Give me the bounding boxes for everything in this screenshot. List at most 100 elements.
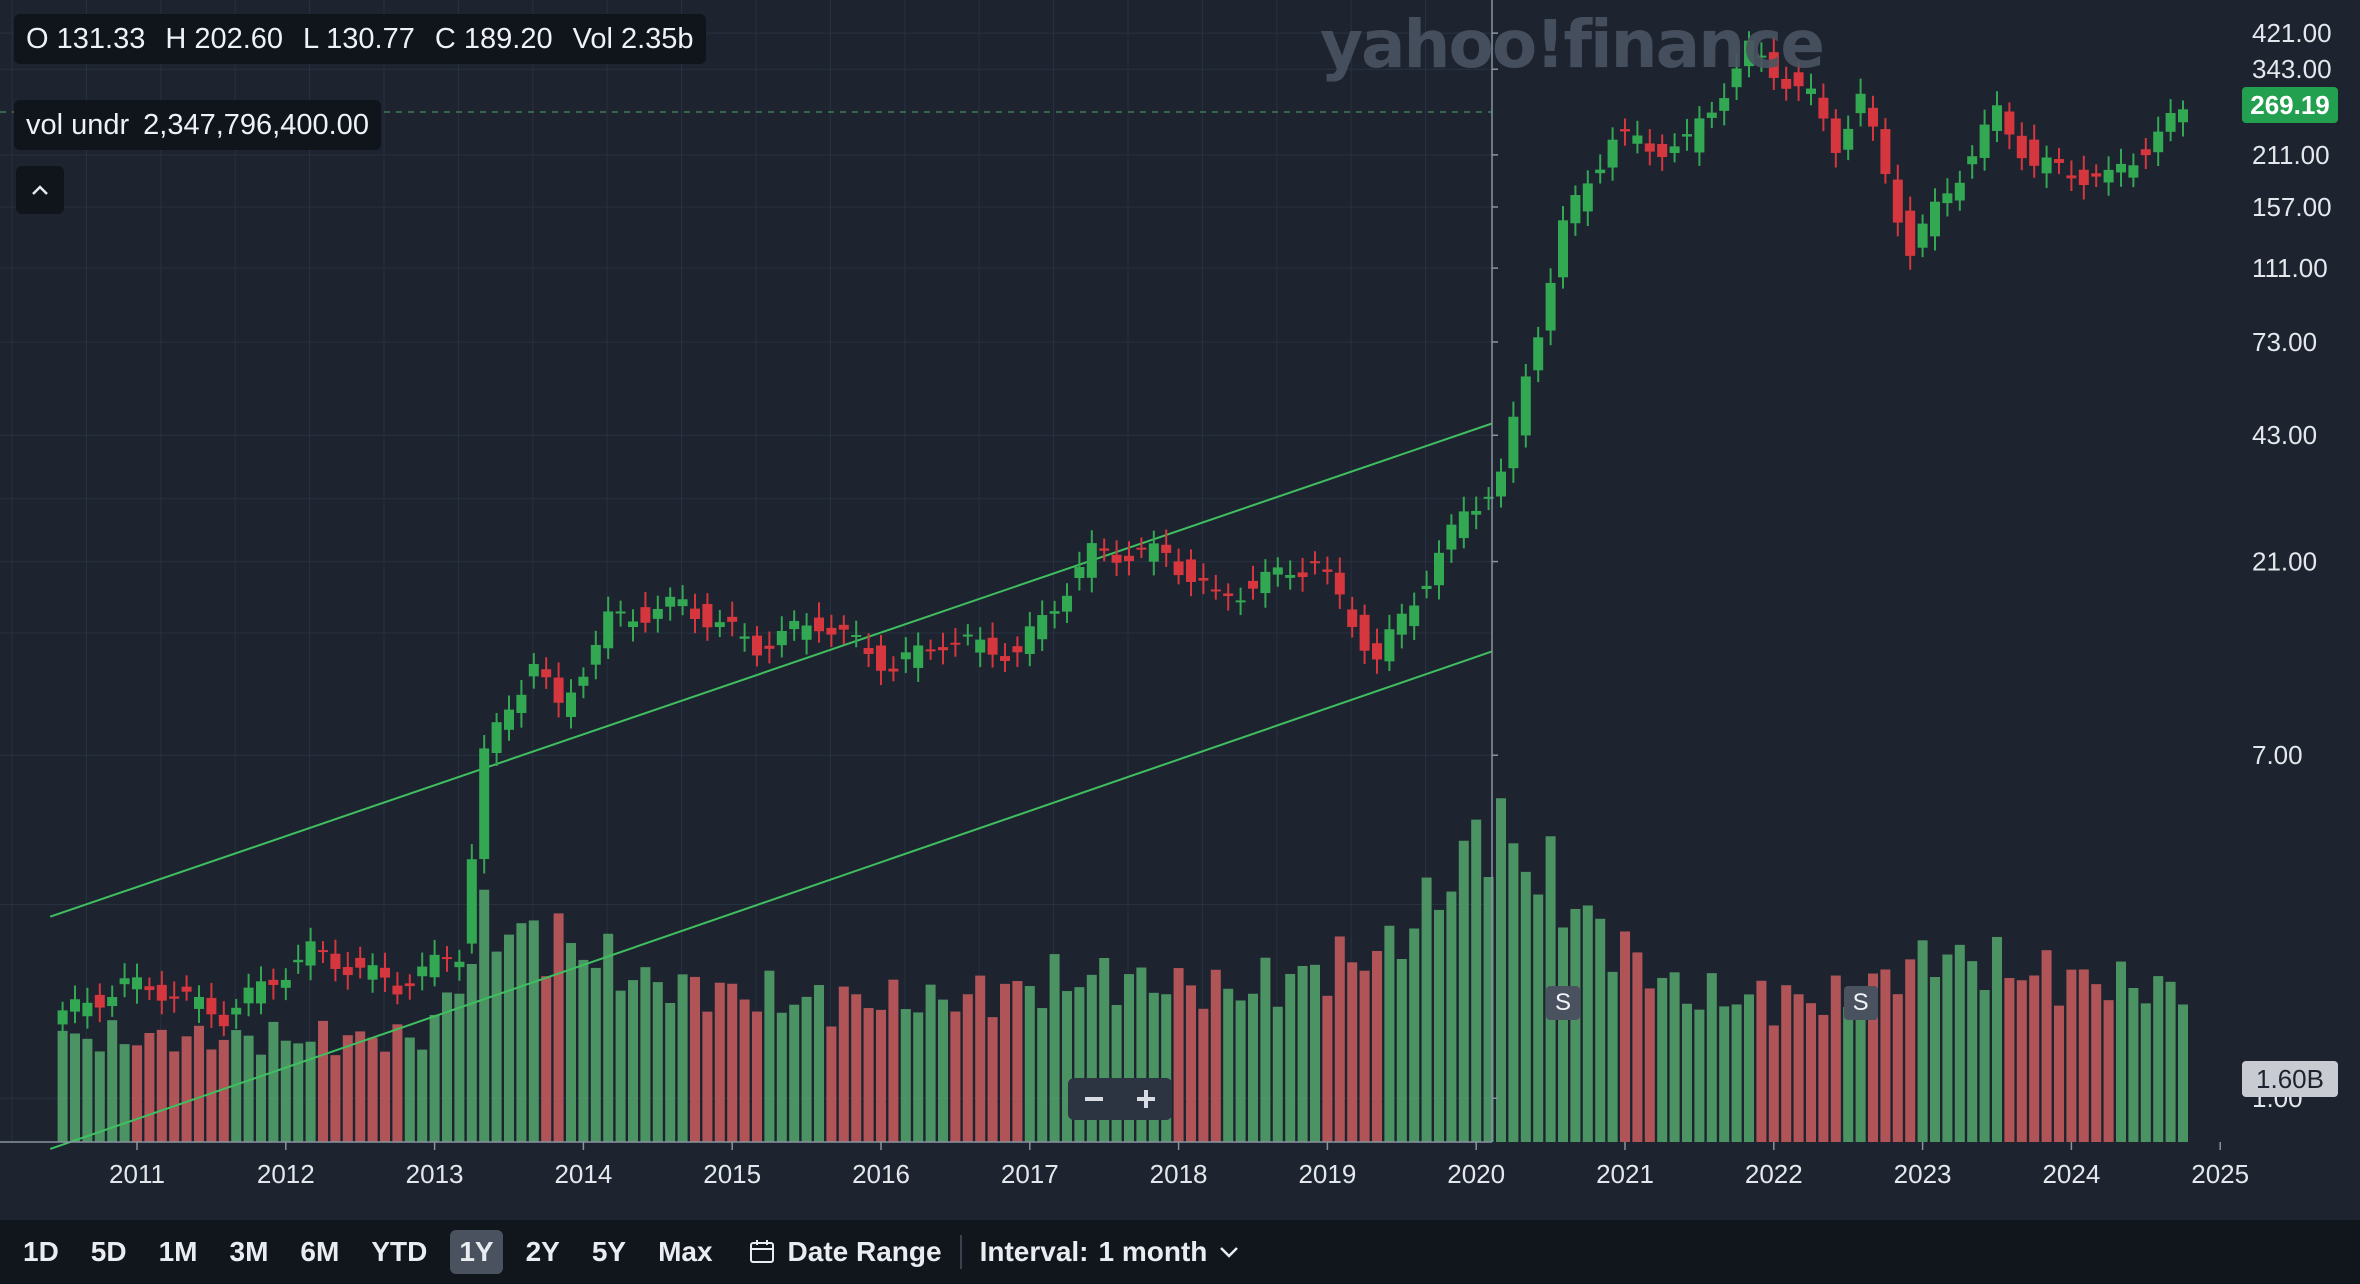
- range-1d-button[interactable]: 1D: [23, 1236, 59, 1267]
- candle-body: [888, 668, 899, 672]
- volume-bar: [900, 1009, 911, 1142]
- chevron-up-icon: [32, 185, 48, 195]
- x-tick-label: 2013: [406, 1159, 464, 1189]
- volume-bar: [1285, 973, 1296, 1142]
- candle-body: [1359, 614, 1370, 651]
- candle-body: [1347, 609, 1358, 627]
- split-marker[interactable]: S: [1546, 986, 1580, 1020]
- volume-indicator-value: 2,347,796,400.00: [143, 108, 369, 141]
- candle-body: [1942, 193, 1953, 204]
- candle-body: [1372, 643, 1382, 660]
- candle-body: [1062, 595, 1072, 612]
- candle-body: [2091, 173, 2102, 177]
- volume-bar: [404, 1037, 415, 1142]
- range-2y-button[interactable]: 2Y: [525, 1236, 560, 1267]
- volume-bar: [1471, 819, 1482, 1142]
- split-marker[interactable]: S: [1843, 986, 1878, 1020]
- date-range-button[interactable]: Date Range: [748, 1236, 942, 1268]
- volume-bar: [541, 976, 552, 1142]
- candle-body: [1285, 574, 1296, 578]
- candle-body: [1000, 656, 1010, 662]
- volume-bar: [2054, 1005, 2064, 1142]
- volume-bar: [1161, 994, 1172, 1142]
- y-tick-label: 157.00: [2252, 192, 2332, 222]
- range-5y-button[interactable]: 5Y: [591, 1236, 627, 1267]
- candle-body: [1520, 376, 1531, 436]
- volume-bar: [107, 1020, 118, 1142]
- candle-body: [1694, 118, 1705, 153]
- volume-bar: [342, 1035, 353, 1142]
- range-ytd-button[interactable]: YTD: [371, 1236, 428, 1267]
- volume-bar: [1793, 994, 1804, 1142]
- volume-indicator-legend[interactable]: vol undr 2,347,796,400.00: [14, 100, 381, 150]
- y-tick-label: 421.00: [2252, 18, 2332, 48]
- chart-area[interactable]: 421.00 343.00 211.00 157.00 111.00 73.00 43.00…: [0, 0, 2360, 1220]
- candle-body: [181, 986, 192, 992]
- volume-bar: [305, 1041, 316, 1142]
- candle-body: [690, 608, 700, 620]
- range-1y-button[interactable]: 1Y: [450, 1230, 503, 1274]
- candle-body: [1595, 169, 1606, 174]
- volume-bar: [1000, 983, 1010, 1142]
- range-6m-button[interactable]: 6M: [300, 1236, 340, 1267]
- candle-body: [305, 941, 316, 966]
- candle-body: [987, 637, 998, 655]
- candle-body: [2128, 165, 2139, 178]
- x-tick-label: 2024: [2042, 1159, 2100, 1189]
- volume-bar: [888, 979, 899, 1142]
- candle-body: [1310, 561, 1320, 564]
- volume-bar: [156, 1029, 167, 1142]
- volume-bar: [1409, 928, 1420, 1142]
- range-5d-button[interactable]: 5D: [90, 1236, 127, 1267]
- candle-body: [1843, 128, 1854, 150]
- candle-body: [1136, 547, 1147, 550]
- candle-body: [1744, 40, 1754, 67]
- candle-body: [107, 997, 118, 1007]
- range-max-button[interactable]: Max: [658, 1236, 713, 1267]
- volume-bar: [1806, 1003, 1816, 1142]
- candle-body: [1682, 134, 1692, 137]
- volume-bar: [590, 967, 601, 1142]
- volume-bar: [1446, 891, 1457, 1142]
- range-3m-button[interactable]: 3M: [229, 1236, 269, 1267]
- candle-body: [1334, 572, 1345, 595]
- volume-bar: [1037, 1008, 1048, 1142]
- volume-bar: [1632, 952, 1643, 1142]
- candle-body: [1868, 107, 1878, 127]
- candle-body: [330, 953, 341, 969]
- volume-bar: [1372, 951, 1382, 1142]
- candle-body: [293, 959, 304, 963]
- candle-body: [2041, 157, 2052, 174]
- interval-select[interactable]: Interval: 1 month: [980, 1236, 1242, 1268]
- candle-body: [739, 636, 750, 639]
- candle-body: [677, 599, 688, 607]
- volume-bar: [962, 994, 973, 1142]
- collapse-legend-button[interactable]: [16, 166, 64, 214]
- candle-body: [1173, 561, 1184, 576]
- volume-bar: [2178, 1004, 2188, 1142]
- candle-body: [1545, 282, 1556, 331]
- zoom-in-button[interactable]: [1120, 1078, 1172, 1120]
- range-1m-button[interactable]: 1M: [158, 1236, 198, 1267]
- candle-body: [442, 957, 452, 960]
- volume-bar: [1198, 1008, 1209, 1142]
- volume-bar: [70, 1033, 80, 1142]
- volume-bar: [1086, 974, 1097, 1142]
- volume-bar: [1272, 1006, 1283, 1142]
- volume-bar: [429, 1014, 440, 1142]
- volume-bar: [330, 1055, 341, 1142]
- volume-bar: [516, 923, 527, 1142]
- zoom-out-button[interactable]: [1068, 1078, 1120, 1120]
- candle-body: [1260, 571, 1271, 594]
- candle-body: [1979, 124, 1990, 158]
- candle-body: [1892, 179, 1903, 223]
- volume-bar: [1992, 936, 2002, 1142]
- volume-bar: [665, 1002, 676, 1142]
- x-tick-label: 2016: [852, 1159, 910, 1189]
- candle-body: [94, 994, 105, 1008]
- volume-bar: [392, 1024, 403, 1142]
- volume-bar: [1905, 959, 1916, 1142]
- candle-body: [1124, 555, 1134, 562]
- price-chart[interactable]: 421.00 343.00 211.00 157.00 111.00 73.00 43.00…: [0, 0, 2360, 1220]
- candle-body: [615, 611, 626, 614]
